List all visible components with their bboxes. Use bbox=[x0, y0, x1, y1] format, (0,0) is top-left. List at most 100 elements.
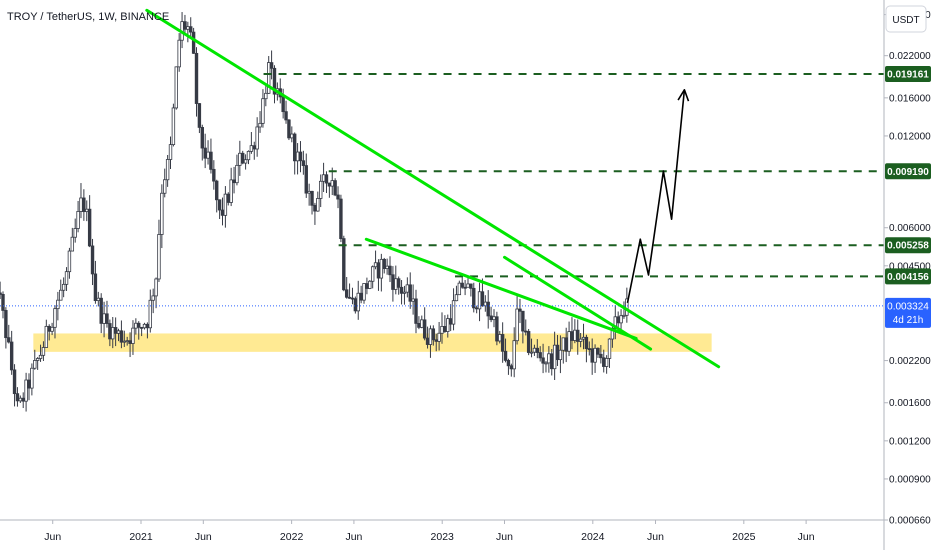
candle-up bbox=[498, 334, 502, 342]
candle-up bbox=[581, 336, 586, 340]
candle-down bbox=[215, 180, 219, 201]
candle-down bbox=[284, 111, 288, 121]
trendline-3[interactable] bbox=[503, 255, 653, 351]
candle-down bbox=[4, 310, 8, 339]
candle-up bbox=[206, 151, 210, 159]
candle-down bbox=[145, 323, 150, 329]
candle-up bbox=[174, 66, 178, 109]
candle-up bbox=[56, 299, 60, 310]
candle-up bbox=[154, 278, 158, 297]
candle-up bbox=[466, 283, 470, 288]
level-price-tag bbox=[885, 163, 931, 180]
candle-up bbox=[70, 236, 75, 252]
candle-up bbox=[362, 283, 366, 301]
currency-label: USDT bbox=[892, 15, 919, 26]
candle-down bbox=[293, 133, 297, 162]
candle-up bbox=[30, 367, 34, 389]
candle-down bbox=[555, 344, 560, 361]
candle-up bbox=[515, 308, 519, 342]
candle-up bbox=[428, 328, 433, 345]
candle-down bbox=[342, 238, 346, 291]
candle-up bbox=[223, 193, 228, 216]
candle-up bbox=[593, 347, 597, 363]
candle-down bbox=[590, 348, 594, 363]
x-tick-label: Jun bbox=[345, 531, 362, 543]
x-tick-label: 2022 bbox=[280, 531, 304, 543]
x-tick-label: 2023 bbox=[431, 531, 455, 543]
candle-down bbox=[21, 397, 25, 402]
candle-up bbox=[61, 283, 66, 291]
candle-down bbox=[0, 292, 2, 295]
candle-up bbox=[446, 318, 450, 332]
candle-down bbox=[524, 330, 528, 333]
candle-up bbox=[59, 289, 63, 301]
candle-up bbox=[394, 278, 398, 290]
candle-down bbox=[113, 327, 118, 334]
candle-down bbox=[518, 308, 522, 312]
candle-up bbox=[451, 300, 456, 325]
projection-arrowhead bbox=[677, 89, 690, 102]
candle-up bbox=[370, 266, 375, 282]
candle-up bbox=[24, 379, 28, 402]
candle-down bbox=[82, 197, 86, 213]
candle-up bbox=[547, 353, 551, 364]
candle-up bbox=[318, 180, 323, 199]
candle-up bbox=[44, 325, 49, 348]
candle-down bbox=[9, 341, 14, 371]
candle-up bbox=[76, 211, 80, 229]
candle-up bbox=[264, 92, 268, 100]
candle-up bbox=[567, 331, 571, 352]
x-tick-label: 2025 bbox=[732, 531, 756, 543]
candle-down bbox=[541, 357, 545, 364]
candle-up bbox=[457, 282, 462, 296]
candle-up bbox=[330, 180, 334, 187]
level-price-tag bbox=[885, 65, 931, 82]
candle-up bbox=[437, 332, 441, 342]
trendlines-layer bbox=[145, 8, 721, 369]
candle-down bbox=[396, 278, 401, 288]
candle-down bbox=[217, 199, 222, 211]
projection-path[interactable] bbox=[626, 89, 686, 304]
candle-up bbox=[420, 319, 424, 328]
candle-down bbox=[226, 193, 230, 203]
candle-down bbox=[460, 282, 464, 288]
x-tick-label: Jun bbox=[496, 531, 513, 543]
candle-up bbox=[53, 308, 57, 328]
candle-down bbox=[119, 330, 124, 343]
candle-down bbox=[191, 31, 196, 54]
candle-up bbox=[295, 151, 300, 162]
candle-up bbox=[33, 360, 37, 369]
candle-down bbox=[1, 293, 5, 311]
candle-up bbox=[160, 192, 164, 235]
candle-down bbox=[194, 52, 199, 104]
candle-down bbox=[189, 26, 193, 33]
x-tick-label: Jun bbox=[44, 531, 61, 543]
candle-down bbox=[382, 258, 386, 270]
candle-up bbox=[307, 190, 311, 194]
candle-up bbox=[405, 284, 410, 293]
trendline-2[interactable] bbox=[364, 237, 638, 340]
candle-up bbox=[290, 133, 294, 139]
candle-down bbox=[108, 323, 112, 340]
candle-up bbox=[177, 39, 181, 68]
candle-down bbox=[584, 336, 589, 350]
candle-up bbox=[238, 152, 242, 166]
candle-up bbox=[171, 107, 176, 146]
candle-down bbox=[333, 180, 337, 196]
y-tick-label: 0.004500 bbox=[889, 261, 931, 272]
candle-down bbox=[27, 379, 31, 389]
price-labels: 0.019161 0.009190 0.005258 0.004156 0.003324… bbox=[885, 65, 931, 328]
candle-up bbox=[483, 301, 488, 307]
candle-down bbox=[431, 328, 436, 341]
candle-up bbox=[73, 228, 77, 238]
candle-down bbox=[310, 190, 314, 206]
bar-countdown-label: 4d 21h bbox=[893, 315, 924, 326]
x-tick-label: Jun bbox=[195, 531, 212, 543]
candle-down bbox=[500, 334, 505, 352]
candle-up bbox=[573, 329, 577, 341]
candle-down bbox=[474, 307, 479, 310]
candle-up bbox=[18, 397, 23, 402]
currency-button[interactable] bbox=[885, 5, 927, 33]
trendline-1[interactable] bbox=[145, 8, 721, 369]
